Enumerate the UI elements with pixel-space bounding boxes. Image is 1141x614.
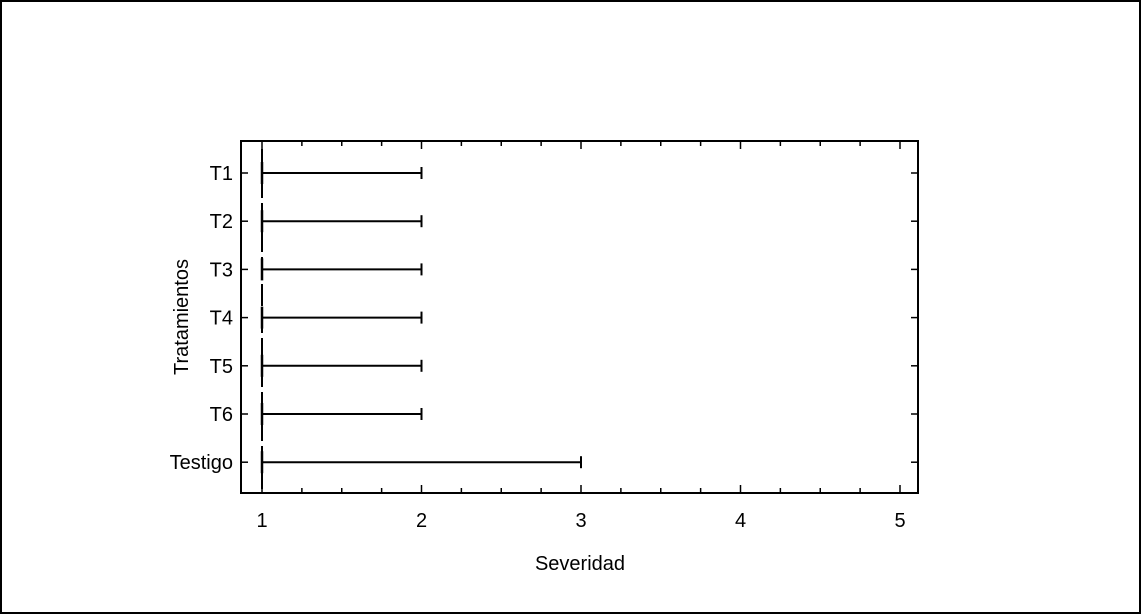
box-T3	[260, 258, 423, 281]
x-axis-ticks	[261, 141, 901, 493]
y-category-label: T3	[210, 259, 233, 281]
x-axis-tick-labels: 1 2 3 4 5	[256, 510, 905, 532]
x-tick-label: 1	[256, 510, 267, 532]
x-tick-label: 4	[735, 510, 746, 532]
y-category-label: T6	[210, 404, 233, 426]
box-T5	[260, 354, 423, 377]
y-category-label: Testigo	[170, 452, 233, 474]
y-category-label: T2	[210, 211, 233, 233]
box-T1	[260, 162, 423, 184]
box-T2	[260, 210, 423, 233]
x-tick-label: 3	[575, 510, 586, 532]
x-tick-label: 2	[416, 510, 427, 532]
box-T6	[260, 403, 423, 425]
y-axis-category-labels: T1 T2 T3 T4 T5 T6 Testigo	[170, 163, 918, 474]
x-axis-title: Severidad	[535, 553, 625, 575]
y-category-label: T1	[210, 163, 233, 185]
box-series	[260, 149, 582, 489]
y-category-label: T5	[210, 356, 233, 378]
box-T4	[260, 306, 423, 329]
x-tick-label: 5	[894, 510, 905, 532]
y-category-label: T4	[210, 308, 233, 330]
y-axis-title: Tratamientos	[171, 259, 193, 375]
box-Testigo	[260, 451, 582, 474]
